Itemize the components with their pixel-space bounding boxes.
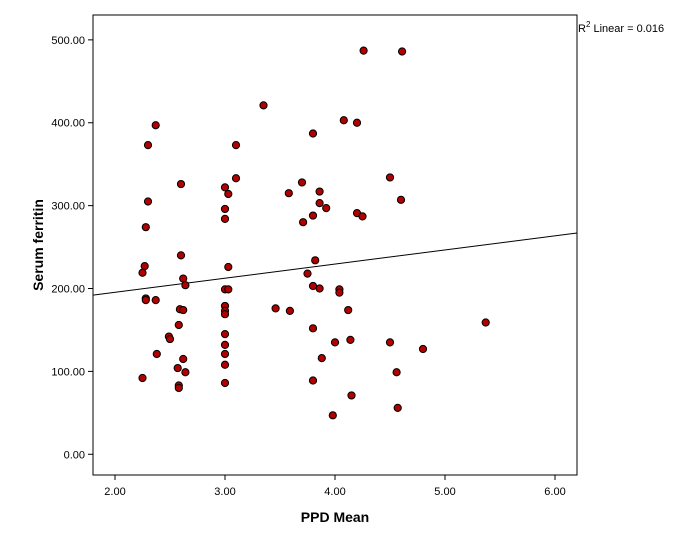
data-point	[141, 296, 150, 305]
plot-frame	[92, 14, 578, 476]
data-point	[346, 335, 355, 345]
r-squared-label: R2 Linear = 0.016	[578, 20, 664, 35]
data-point	[179, 305, 188, 315]
data-point	[220, 378, 230, 388]
data-point	[308, 211, 318, 220]
data-point	[271, 304, 280, 313]
x-tick-label: 3.00	[214, 486, 235, 498]
y-tick-label: 500.00	[51, 35, 85, 47]
data-point	[335, 288, 344, 297]
x-tick-label: 4.00	[324, 486, 345, 498]
data-point	[231, 141, 241, 150]
data-point	[176, 179, 186, 189]
data-point	[220, 349, 230, 359]
x-tick-label: 2.00	[104, 486, 125, 498]
data-point	[418, 344, 428, 354]
data-point	[220, 204, 230, 214]
data-point	[322, 204, 331, 213]
y-tick-label: 300.00	[51, 201, 85, 213]
data-point	[140, 262, 149, 271]
data-point	[481, 318, 490, 327]
data-point	[165, 334, 175, 344]
data-point	[224, 285, 233, 294]
linear-fit-line	[92, 232, 578, 296]
data-point	[308, 376, 318, 385]
data-point	[396, 195, 406, 204]
data-point	[143, 141, 153, 150]
data-point	[339, 116, 348, 125]
data-point	[347, 391, 356, 400]
data-point	[179, 354, 188, 364]
y-axis-title: Serum ferritin	[30, 199, 46, 291]
data-point	[173, 363, 182, 373]
data-point	[231, 174, 241, 183]
data-point	[224, 262, 233, 272]
data-point	[330, 338, 340, 347]
data-point	[303, 269, 312, 278]
data-point	[297, 178, 307, 187]
data-point	[141, 223, 150, 232]
data-point	[143, 197, 153, 206]
data-point	[308, 324, 318, 333]
data-point	[284, 189, 293, 198]
data-point	[315, 284, 324, 293]
data-point	[392, 368, 401, 377]
data-point	[151, 296, 160, 305]
y-tick-label: 0.00	[64, 449, 85, 461]
data-point	[393, 403, 402, 412]
y-tick-label: 200.00	[51, 284, 85, 296]
x-axis-ticks: 2.00 3.00 4.00 5.00 6.00	[104, 475, 566, 498]
data-point	[181, 368, 190, 377]
data-point	[358, 212, 367, 221]
data-point	[138, 268, 147, 277]
data-point	[138, 373, 147, 383]
data-point	[220, 214, 230, 223]
data-point	[344, 305, 353, 315]
data-point	[220, 340, 230, 349]
data-point	[181, 281, 190, 290]
data-point	[176, 251, 186, 260]
x-tick-label: 6.00	[544, 486, 565, 498]
x-tick-label: 5.00	[434, 486, 455, 498]
data-point	[299, 218, 308, 227]
data-point	[224, 189, 233, 199]
data-point	[315, 187, 324, 196]
y-tick-label: 400.00	[51, 118, 85, 130]
data-point	[179, 274, 188, 283]
data-points	[138, 46, 490, 420]
data-point	[311, 256, 320, 265]
data-point	[174, 383, 183, 393]
x-axis-title: PPD Mean	[301, 509, 369, 525]
data-point	[259, 101, 268, 110]
data-point	[385, 338, 395, 347]
data-point	[152, 349, 161, 359]
data-point	[220, 183, 230, 192]
y-axis-ticks: 0.00 100.00 200.00 300.00 400.00 500.00	[51, 35, 93, 461]
data-point	[151, 121, 160, 130]
data-point	[398, 47, 407, 56]
data-point	[359, 46, 368, 55]
data-point	[174, 320, 183, 330]
data-point	[328, 411, 337, 420]
data-point	[220, 310, 230, 319]
data-point	[285, 306, 294, 315]
data-point	[315, 199, 324, 208]
y-tick-label: 100.00	[51, 366, 85, 378]
data-point	[308, 129, 318, 138]
data-point	[352, 118, 362, 127]
data-point	[220, 360, 230, 369]
data-point	[317, 354, 326, 363]
data-point	[385, 173, 395, 182]
data-point	[220, 329, 230, 339]
